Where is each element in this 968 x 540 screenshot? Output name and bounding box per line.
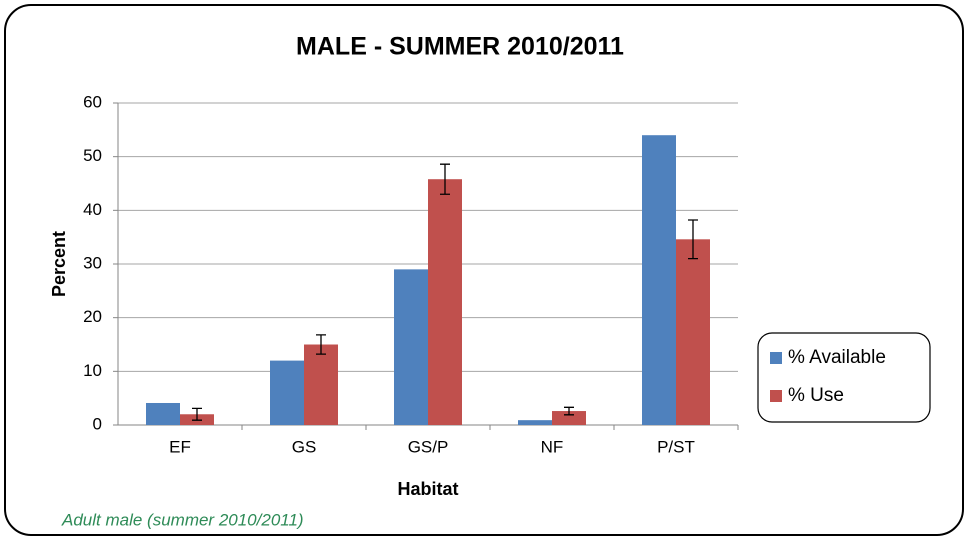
- bar: [270, 360, 304, 425]
- bar: [394, 269, 428, 425]
- bar: [146, 402, 180, 425]
- y-tick-label: 50: [83, 146, 102, 165]
- y-tick-label: 40: [83, 200, 102, 219]
- legend-label: % Available: [788, 347, 886, 368]
- legend-box: [757, 332, 931, 423]
- bar: [552, 411, 586, 425]
- error-bar: [688, 219, 698, 260]
- chart-title: MALE - SUMMER 2010/2011: [296, 33, 624, 61]
- legend-label: % Use: [788, 385, 844, 406]
- bar: [304, 344, 338, 425]
- bar: [428, 179, 462, 425]
- y-tick-label: 60: [83, 92, 102, 111]
- legend-swatch: [770, 390, 782, 402]
- y-tick-label: 20: [83, 307, 102, 326]
- caption: Adult male (summer 2010/2011): [61, 510, 304, 529]
- bar: [642, 135, 676, 425]
- error-bar: [316, 334, 326, 355]
- bar: [518, 420, 552, 425]
- y-axis-label: Percent: [49, 231, 69, 297]
- error-bar: [564, 406, 574, 416]
- frame: [4, 4, 964, 536]
- y-tick-label: 0: [93, 414, 102, 433]
- y-tick-label: 30: [83, 253, 102, 272]
- x-tick-label: P/ST: [657, 437, 695, 456]
- x-tick-label: EF: [169, 437, 191, 456]
- x-axis-label: Habitat: [397, 479, 458, 499]
- x-tick-label: NF: [541, 437, 564, 456]
- x-tick-label: GS/P: [408, 437, 449, 456]
- error-bar: [440, 163, 450, 195]
- y-tick-label: 10: [83, 361, 102, 380]
- x-tick-label: GS: [292, 437, 317, 456]
- bar: [676, 239, 710, 425]
- error-bar: [192, 407, 202, 421]
- legend-swatch: [770, 352, 782, 364]
